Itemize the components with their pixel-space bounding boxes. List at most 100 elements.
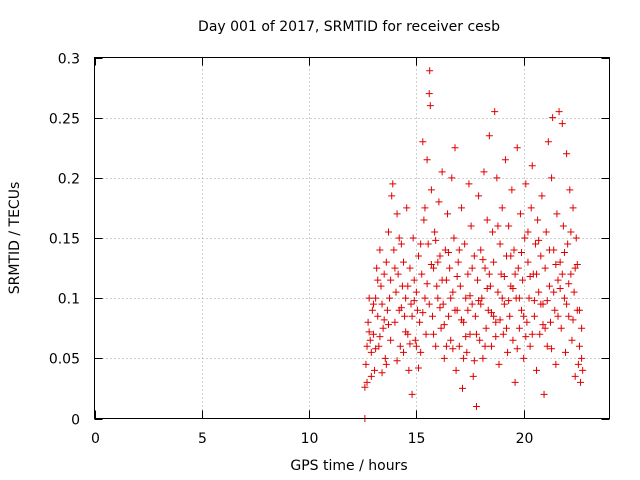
data-point [573,260,581,268]
data-point [524,228,532,236]
data-point [448,174,456,182]
data-point [424,240,432,248]
data-point [466,330,474,338]
data-point [554,276,562,284]
data-point [563,150,571,158]
data-point [403,204,411,212]
data-point [393,357,401,365]
data-point [378,300,386,308]
data-point [567,270,575,278]
data-point [460,354,468,362]
y-tick-label: 0 [71,413,80,429]
data-point [520,312,528,320]
data-point [571,264,579,272]
data-point [509,285,517,293]
x-tick-label: 10 [301,431,319,447]
data-point [554,312,562,320]
data-point [452,366,460,374]
data-point [466,292,474,300]
data-point [411,336,419,344]
data-point [397,240,405,248]
data-point [453,273,461,281]
data-point [487,309,495,317]
data-point [405,366,413,374]
data-point [542,228,550,236]
data-point [479,354,487,362]
data-point [449,288,457,296]
data-point [449,345,457,353]
data-point [480,168,488,176]
data-point [548,174,556,182]
data-point [426,67,434,75]
data-point [528,330,536,338]
data-point [391,264,399,272]
data-point [538,192,546,200]
data-point [551,306,559,314]
data-point [419,309,427,317]
data-point [579,366,587,374]
data-point [552,360,560,368]
data-point [558,120,566,128]
data-point [387,276,395,284]
data-point [445,248,453,256]
data-point [442,342,450,350]
data-point [500,273,508,281]
data-point [552,260,560,268]
data-point [404,282,412,290]
data-point [438,168,446,176]
data-point [446,264,454,272]
data-point [491,108,499,116]
data-point [369,330,377,338]
data-point [518,306,526,314]
data-point [575,342,583,350]
data-point [464,270,472,278]
data-point [566,186,574,194]
y-tick-label: 0.05 [49,352,80,368]
data-point [481,264,489,272]
data-point [384,321,392,329]
data-points [361,67,587,422]
data-point [545,246,553,254]
data-point [433,282,441,290]
data-point [376,333,384,341]
data-point [437,324,445,332]
data-point [467,222,475,230]
data-point [380,270,388,278]
data-point [578,324,586,332]
data-point [471,312,479,320]
data-point [505,297,513,305]
data-point [417,240,425,248]
data-point [483,216,491,224]
data-point [569,204,577,212]
data-point [384,228,392,236]
data-point [550,288,558,296]
data-point [462,294,470,302]
data-point [390,246,398,254]
data-point [432,236,440,244]
data-point [516,210,524,218]
data-point [465,180,473,188]
data-point [549,114,557,122]
data-point [423,156,431,164]
data-point [526,273,534,281]
data-point [468,300,476,308]
y-axis: 0 0.05 0.1 0.15 0.2 0.25 0.3 [49,52,610,429]
y-tick-label: 0.15 [49,232,80,248]
data-point [527,204,535,212]
data-point [507,252,515,260]
data-point [519,276,527,284]
data-point [381,354,389,362]
data-point [420,216,428,224]
data-point [537,252,545,260]
data-point [476,336,484,344]
data-point [373,264,381,272]
grid-lines [94,57,610,419]
data-point [564,240,572,248]
data-point [402,328,410,336]
data-point [530,297,538,305]
data-point [483,285,491,293]
data-point [469,372,477,380]
data-point [569,316,577,324]
data-point [534,216,542,224]
